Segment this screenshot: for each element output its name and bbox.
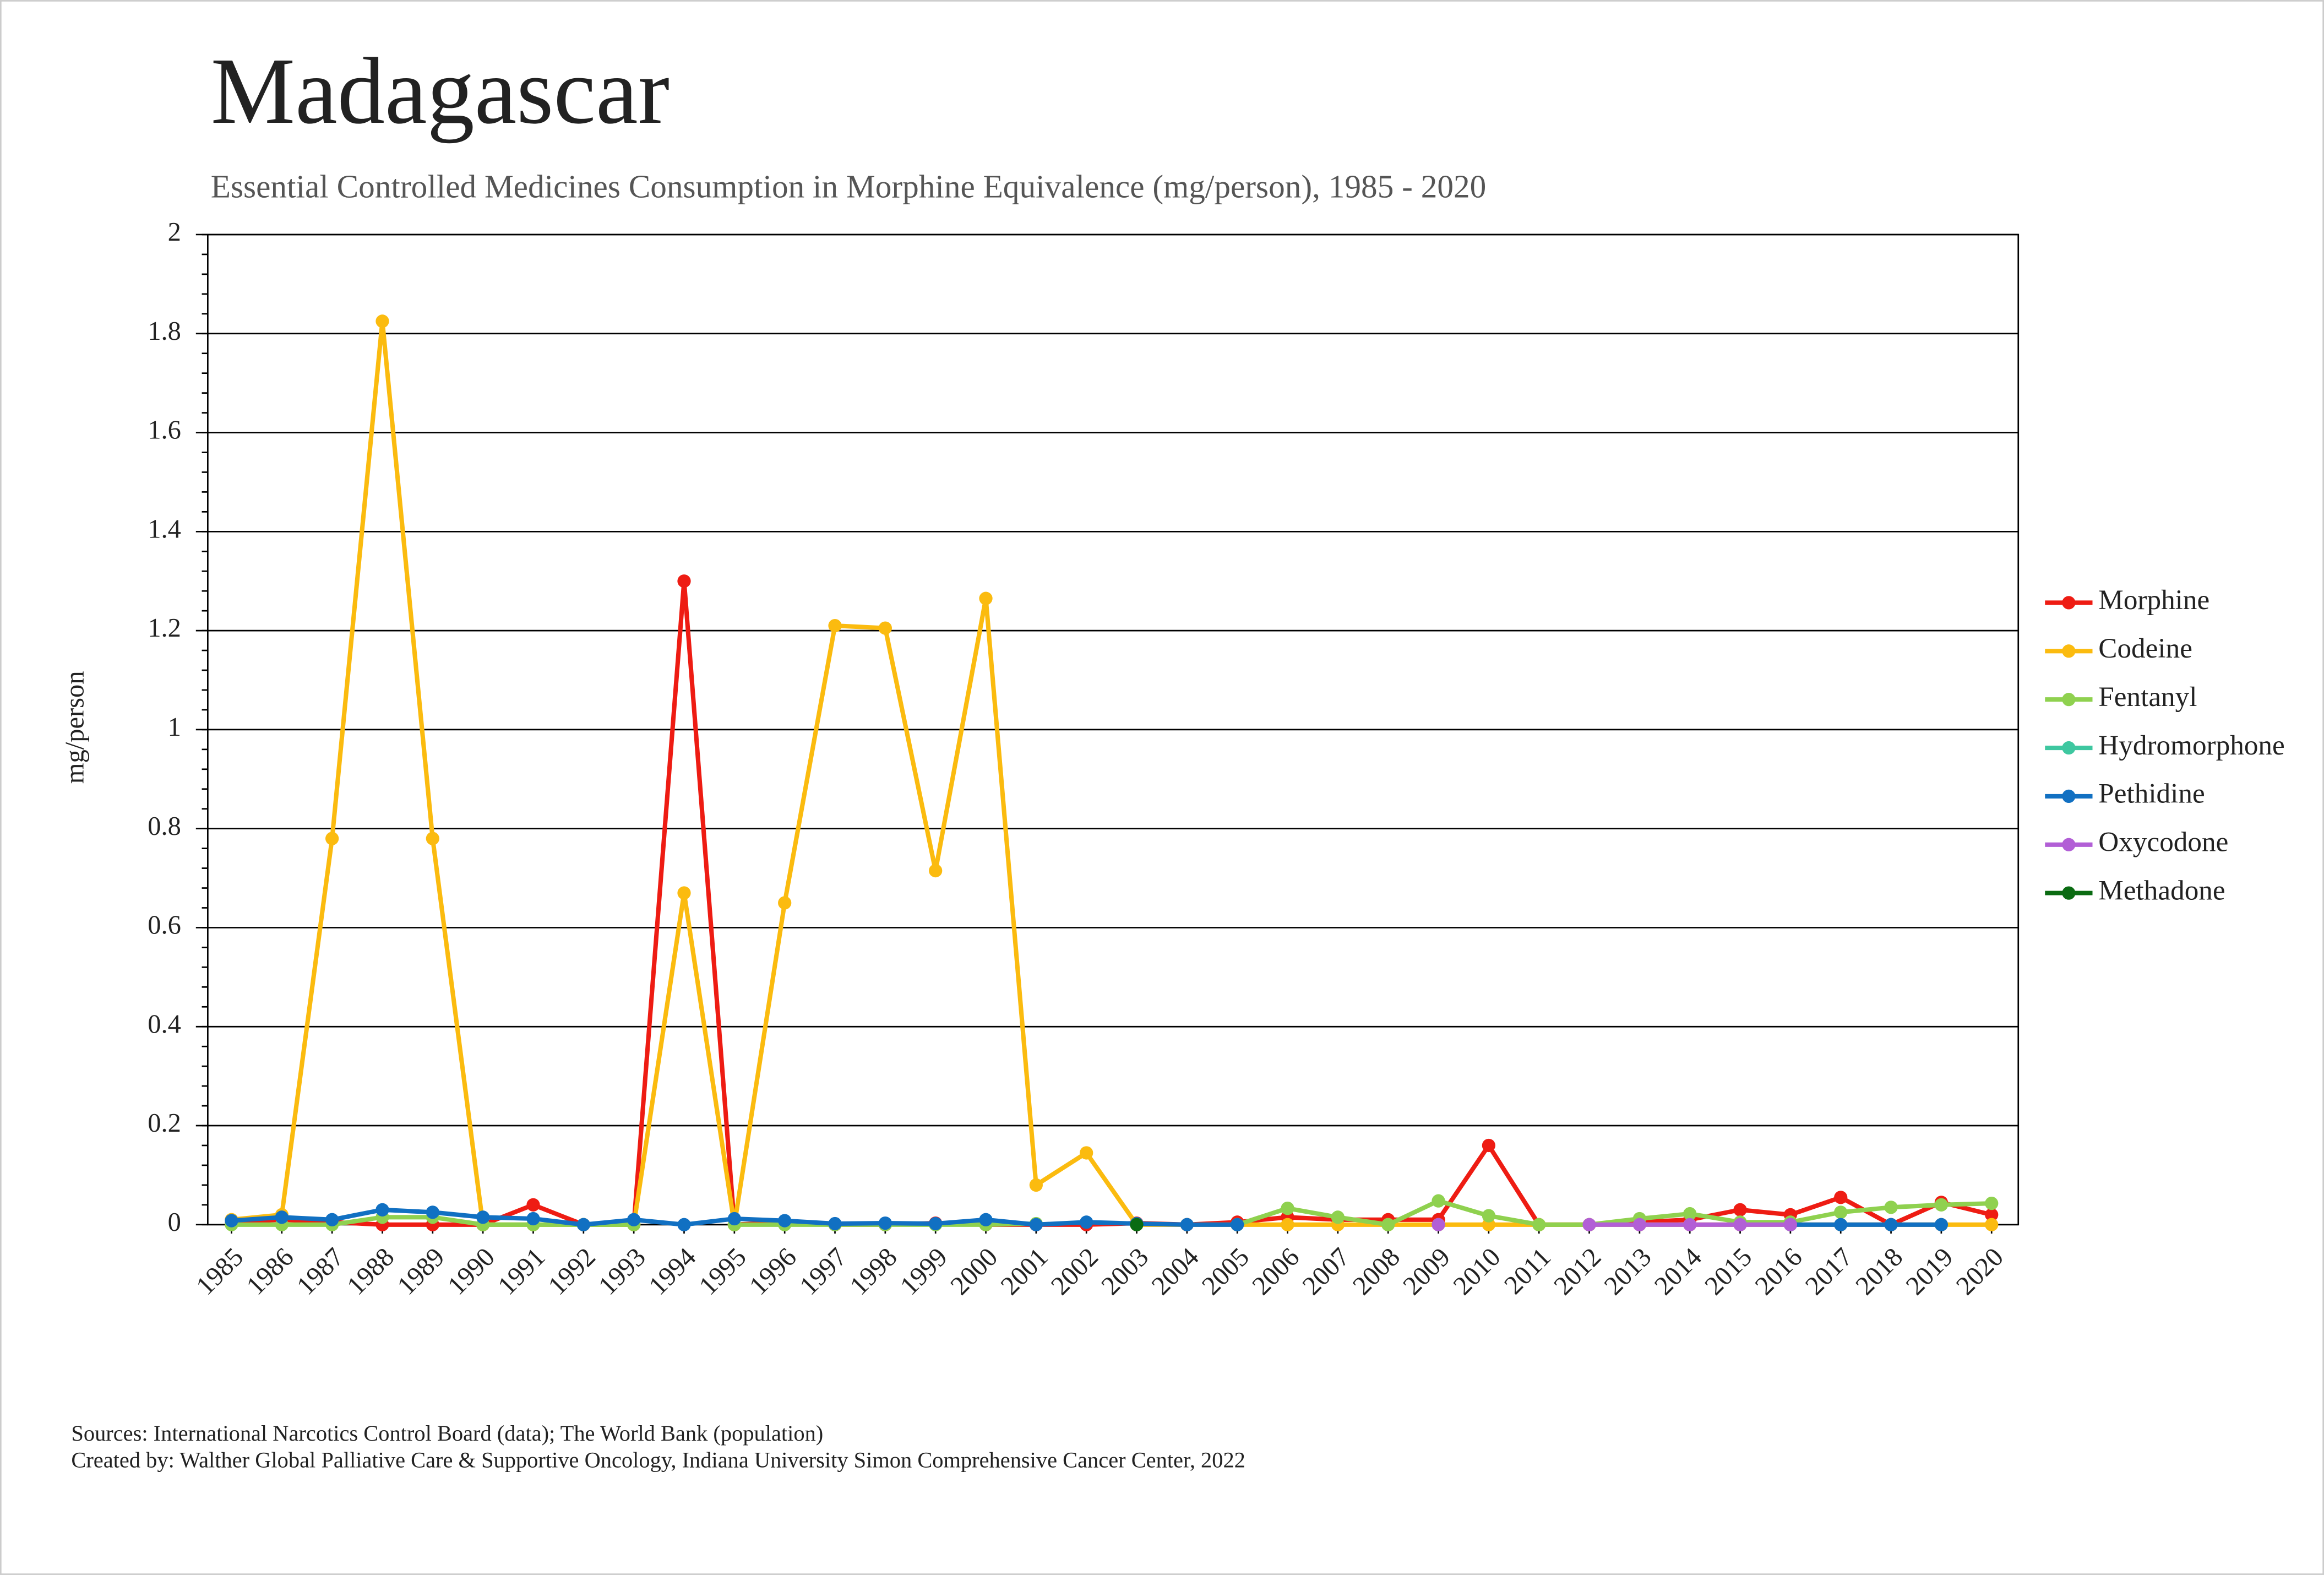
data-point [1482, 1209, 1496, 1223]
data-point [1331, 1210, 1345, 1224]
data-point [526, 1198, 540, 1212]
data-point [1733, 1203, 1747, 1216]
data-point [1985, 1197, 1999, 1210]
data-point [677, 1218, 691, 1231]
data-point [778, 1214, 792, 1228]
data-point [1985, 1218, 1999, 1231]
data-point [1582, 1218, 1596, 1231]
credit: Created by: Walther Global Palliative Ca… [71, 1447, 1245, 1472]
data-point [677, 574, 691, 588]
data-point [375, 1203, 389, 1216]
legend-marker [2062, 838, 2076, 851]
y-tick-label: 2 [168, 218, 181, 247]
data-point [828, 618, 842, 633]
legend-marker [2062, 644, 2076, 658]
data-point [1683, 1207, 1697, 1221]
data-point [1985, 1208, 1999, 1221]
y-tick-label: 1 [168, 713, 181, 742]
data-point [929, 863, 943, 878]
data-point [1834, 1205, 1848, 1219]
data-point [727, 1212, 741, 1226]
data-point [1432, 1218, 1445, 1231]
data-point [1532, 1218, 1546, 1231]
data-point [375, 314, 389, 328]
legend-marker [2062, 789, 2076, 803]
data-point [1029, 1218, 1043, 1231]
data-point [1029, 1178, 1043, 1192]
legend-marker [2062, 596, 2076, 610]
data-point [1934, 1198, 1949, 1212]
data-point [1281, 1202, 1294, 1215]
data-point [1834, 1191, 1848, 1204]
data-point [1934, 1218, 1949, 1231]
data-point [1884, 1201, 1898, 1214]
data-point [979, 591, 993, 605]
legend-label: Codeine [2098, 633, 2192, 664]
data-point [1884, 1218, 1898, 1231]
y-tick-label: 0.8 [148, 812, 181, 841]
legend-marker [2062, 693, 2076, 707]
y-tick-label: 1.2 [148, 613, 181, 643]
data-point [325, 1213, 339, 1226]
data-point [878, 1216, 892, 1230]
data-point [1281, 1218, 1294, 1231]
data-point [878, 621, 892, 635]
chart-subtitle: Essential Controlled Medicines Consumpti… [211, 169, 1487, 205]
legend-label: Oxycodone [2098, 827, 2228, 858]
data-point [1683, 1218, 1697, 1231]
legend-label: Hydromorphone [2098, 730, 2284, 761]
data-point [627, 1213, 641, 1226]
data-point [677, 886, 691, 900]
data-point [1381, 1218, 1395, 1231]
data-point [1080, 1215, 1093, 1229]
legend-label: Methadone [2098, 875, 2225, 906]
data-point [1482, 1138, 1496, 1153]
data-point [526, 1212, 540, 1226]
data-point [1783, 1218, 1798, 1231]
y-tick-label: 1.8 [148, 317, 181, 346]
data-point [275, 1210, 289, 1224]
y-tick-label: 0 [168, 1208, 181, 1237]
data-point [1733, 1218, 1747, 1231]
y-tick-label: 0.4 [148, 1009, 181, 1039]
data-point [1231, 1218, 1244, 1231]
legend-label: Pethidine [2098, 778, 2205, 810]
sources: Sources: International Narcotics Control… [71, 1421, 823, 1446]
y-tick-label: 0.2 [148, 1109, 181, 1138]
y-axis-label: mg/person [60, 671, 89, 784]
data-point [778, 896, 792, 910]
data-point [1432, 1194, 1445, 1208]
data-point [225, 1214, 238, 1228]
data-point [929, 1216, 943, 1231]
data-point [426, 1205, 439, 1219]
legend-marker [2062, 886, 2076, 900]
data-point [1632, 1218, 1647, 1231]
data-point [476, 1210, 490, 1224]
legend-label: Fentanyl [2098, 681, 2197, 713]
legend-marker [2062, 741, 2076, 755]
y-tick-label: 1.4 [148, 514, 181, 544]
data-point [1834, 1218, 1848, 1231]
data-point [1080, 1146, 1093, 1160]
y-tick-label: 0.6 [148, 911, 181, 940]
data-point [576, 1218, 590, 1231]
data-point [828, 1216, 842, 1231]
chart-title: Madagascar [211, 39, 670, 144]
data-point [325, 832, 339, 845]
y-tick-label: 1.6 [148, 416, 181, 445]
data-point [1180, 1218, 1194, 1231]
data-point [1130, 1218, 1144, 1231]
legend-label: Morphine [2098, 584, 2209, 616]
data-point [426, 832, 439, 845]
data-point [979, 1213, 993, 1226]
